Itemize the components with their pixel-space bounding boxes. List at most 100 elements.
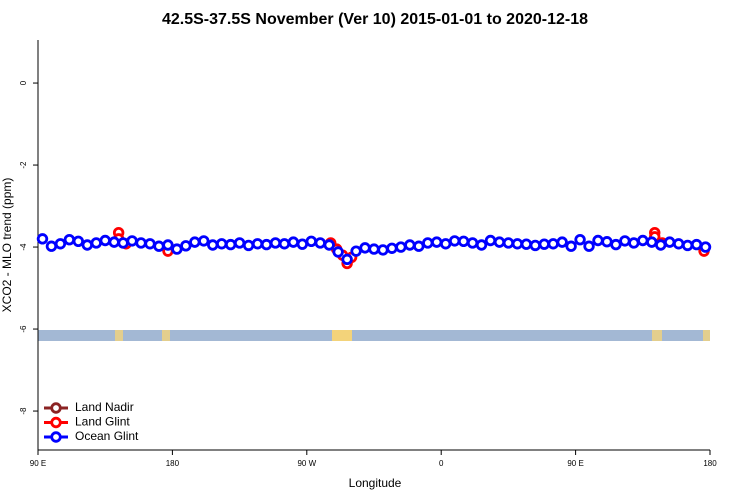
point	[108, 236, 120, 248]
point	[36, 233, 49, 245]
point	[242, 239, 255, 252]
surface-strip	[38, 330, 710, 341]
point	[198, 235, 210, 247]
point	[395, 241, 407, 253]
point	[404, 239, 416, 251]
point	[90, 237, 102, 249]
y-axis-label: XCO2 - MLO trend (ppm)	[0, 178, 14, 313]
point	[81, 239, 93, 251]
point	[171, 243, 183, 255]
point	[422, 237, 434, 249]
point	[260, 238, 273, 251]
x-tick-label: 0	[439, 459, 444, 468]
point	[332, 246, 344, 258]
land-patch	[115, 330, 123, 341]
point	[233, 237, 246, 249]
point	[350, 245, 362, 257]
y-tick-label: -4	[19, 243, 28, 251]
legend-label: Land Nadir	[75, 400, 134, 414]
point	[439, 238, 452, 250]
point	[386, 242, 398, 254]
y-tick-label: -2	[19, 161, 28, 169]
y-tick-label: -8	[19, 407, 28, 415]
point	[475, 239, 488, 251]
point	[610, 238, 622, 251]
point	[341, 253, 353, 266]
point	[287, 236, 300, 248]
point	[655, 239, 667, 251]
ocean-strip	[38, 330, 710, 341]
point	[377, 244, 389, 256]
point	[215, 238, 228, 250]
point	[54, 238, 67, 250]
point	[547, 238, 559, 250]
point	[413, 240, 425, 252]
point	[207, 239, 219, 251]
point	[144, 238, 156, 250]
point	[646, 236, 658, 248]
land-patch	[162, 330, 170, 341]
point	[359, 242, 371, 254]
point	[574, 233, 586, 246]
point	[314, 237, 326, 249]
point	[538, 238, 550, 250]
x-tick-label: 90 W	[297, 459, 316, 468]
x-axis-label: Longitude	[349, 476, 402, 490]
x-tick-label: 90 E	[30, 459, 46, 468]
point	[448, 235, 461, 247]
point	[45, 240, 58, 252]
point	[224, 238, 237, 251]
point	[601, 236, 613, 248]
point	[180, 240, 192, 252]
point	[305, 235, 317, 248]
point	[493, 236, 506, 248]
point	[251, 238, 264, 250]
x-tick-label: 180	[166, 459, 180, 468]
chart-title: 42.5S-37.5S November (Ver 10) 2015-01-01…	[162, 11, 588, 28]
legend-label: Land Glint	[75, 415, 130, 429]
point	[511, 238, 524, 250]
point	[126, 235, 138, 247]
point	[153, 240, 165, 252]
point	[556, 236, 568, 248]
point	[323, 239, 335, 251]
y-tick-label: 0	[19, 80, 28, 85]
point	[565, 240, 577, 252]
point	[269, 237, 282, 249]
point	[457, 235, 470, 248]
point	[466, 237, 479, 249]
point	[368, 243, 380, 255]
point	[681, 239, 694, 252]
point	[663, 236, 676, 248]
point	[72, 235, 85, 248]
legend-marker	[50, 402, 62, 414]
land-patch	[332, 330, 352, 341]
point	[529, 239, 541, 252]
point	[99, 234, 111, 247]
point	[583, 240, 595, 252]
point	[484, 234, 497, 247]
point	[189, 236, 201, 248]
point	[592, 234, 604, 247]
point	[63, 233, 76, 246]
point	[520, 238, 533, 250]
x-tick-label: 90 E	[567, 459, 583, 468]
land-patch	[652, 330, 662, 341]
point	[690, 238, 703, 251]
point	[637, 234, 649, 247]
point	[699, 241, 712, 253]
point	[296, 238, 309, 250]
point	[278, 238, 291, 250]
y-tick-label: -6	[19, 325, 28, 333]
point	[431, 236, 443, 248]
point	[672, 238, 685, 250]
legend-marker	[50, 431, 62, 443]
legend-marker	[50, 416, 62, 429]
legend-label: Ocean Glint	[75, 429, 139, 443]
point	[135, 237, 147, 249]
point	[502, 237, 515, 249]
point	[628, 237, 640, 249]
point	[162, 239, 174, 251]
x-tick-label: 180	[703, 459, 717, 468]
